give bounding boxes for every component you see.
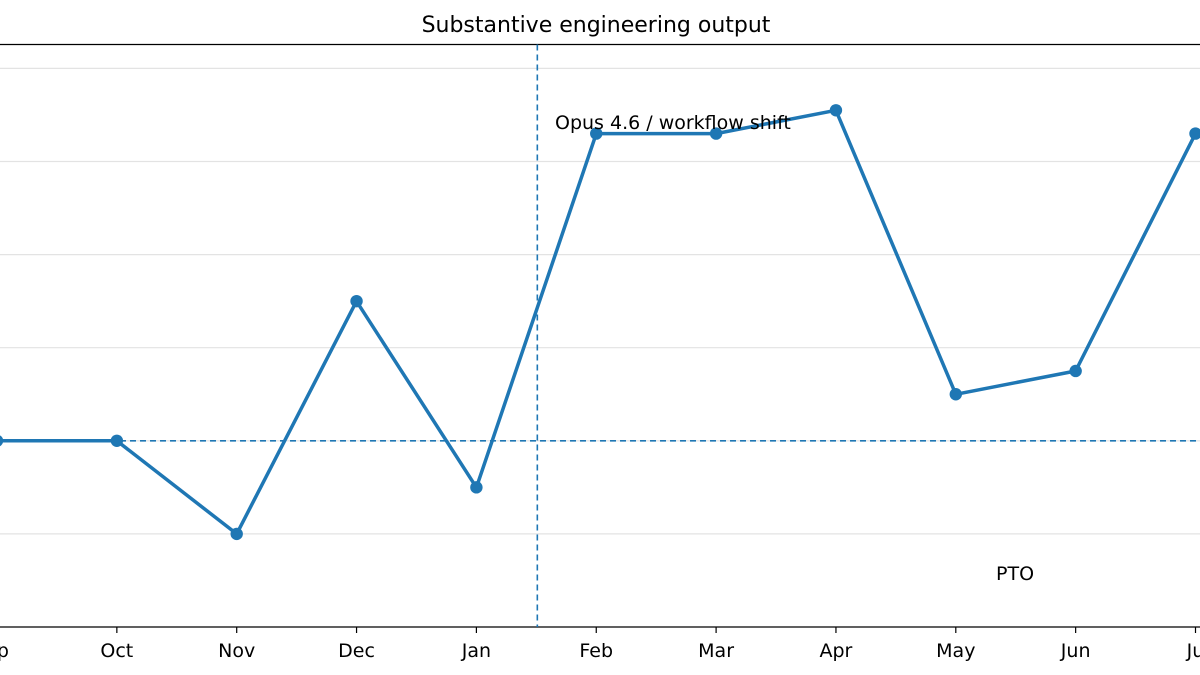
chart-title: Substantive engineering output (422, 13, 771, 38)
data-point-may (949, 388, 962, 401)
series-layer (0, 104, 1200, 541)
x-tick-label-mar: Mar (698, 640, 734, 662)
x-tick-label-oct: Oct (100, 640, 133, 662)
data-point-dec (350, 294, 363, 308)
x-tick-label-jul: Ju (1186, 640, 1200, 662)
x-tick-label-feb: Feb (579, 640, 613, 662)
data-point-oct (110, 434, 124, 447)
x-tick-label-dec: Dec (338, 640, 375, 662)
data-point-jul (1189, 127, 1200, 140)
data-point-jan (470, 481, 483, 494)
x-tick-label-nov: Nov (218, 640, 255, 662)
x-tick-labels: ep Oct Nov Dec Jan Feb Mar Apr May Jun Ju (0, 627, 1200, 662)
data-point-mar (709, 127, 723, 140)
x-tick-label-may: May (936, 640, 975, 662)
data-point-apr (829, 104, 843, 117)
annotations: Opus 4.6 / workflow shift PTO (555, 112, 1034, 585)
x-tick-label-jan: Jan (461, 640, 491, 662)
annotation-workflow-shift: Opus 4.6 / workflow shift (555, 112, 791, 134)
x-tick-label-sep: ep (0, 640, 9, 662)
annotation-pto: PTO (996, 563, 1034, 585)
reference-lines (0, 44, 1200, 627)
x-tick-label-apr: Apr (820, 640, 853, 662)
data-point-jun (1069, 364, 1082, 378)
data-point-feb (590, 127, 603, 140)
x-tick-label-jun: Jun (1060, 640, 1091, 662)
series-line-0 (0, 108, 1198, 536)
data-point-sep (0, 435, 4, 447)
data-point-nov (230, 527, 243, 541)
